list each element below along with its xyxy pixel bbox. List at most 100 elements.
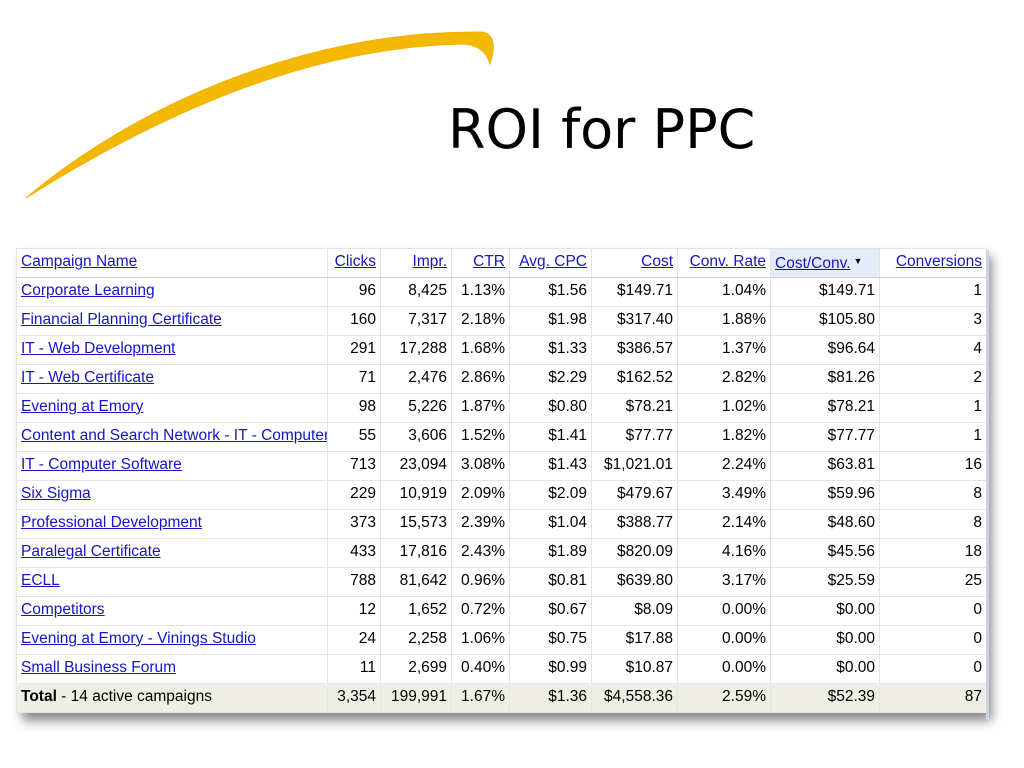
cell-cost: $162.52 [591, 364, 678, 394]
cell-impr: 2,699 [380, 654, 452, 684]
table-row: Corporate Learning 96 8,425 1.13% $1.56 $149.… [16, 277, 987, 307]
cell-conv-rate: 1.04% [677, 277, 771, 307]
cell-conv-rate: 4.16% [677, 538, 771, 568]
campaign-link[interactable]: Professional Development [21, 514, 202, 531]
sort-conversions-link[interactable]: Conversions [895, 253, 982, 270]
report-body: Corporate Learning 96 8,425 1.13% $1.56 $149.… [16, 277, 987, 684]
cell-clicks: 96 [327, 277, 381, 307]
total-impr: 199,991 [380, 683, 452, 713]
cell-avg-cpc: $1.43 [509, 451, 592, 481]
sort-clicks-link[interactable]: Clicks [334, 253, 376, 270]
cell-cost: $77.77 [591, 422, 678, 452]
header-campaign-name: Campaign Name [16, 248, 328, 278]
cell-conv-rate: 1.88% [677, 306, 771, 336]
sort-ctr-link[interactable]: CTR [473, 253, 505, 270]
table-row: Professional Development 373 15,573 2.39% $1… [16, 509, 987, 539]
cell-conv-rate: 0.00% [677, 625, 771, 655]
cell-avg-cpc: $1.56 [509, 277, 592, 307]
cell-avg-cpc: $1.98 [509, 306, 592, 336]
cell-clicks: 160 [327, 306, 381, 336]
table-row: IT - Web Certificate 71 2,476 2.86% $2.29 $16… [16, 364, 987, 394]
total-label-cell: Total - 14 active campaigns [16, 683, 328, 713]
cell-cost: $1,021.01 [591, 451, 678, 481]
cell-impr: 7,317 [380, 306, 452, 336]
cell-ctr: 1.52% [451, 422, 510, 452]
cell-avg-cpc: $0.80 [509, 393, 592, 423]
cell-impr: 3,606 [380, 422, 452, 452]
sort-campaign-name-link[interactable]: Campaign Name [21, 253, 138, 270]
cell-avg-cpc: $0.99 [509, 654, 592, 684]
cell-cost-per-conv: $63.81 [770, 451, 880, 481]
cell-cost-per-conv: $149.71 [770, 277, 880, 307]
cell-cost-per-conv: $48.60 [770, 509, 880, 539]
campaign-link[interactable]: IT - Computer Software [21, 456, 182, 473]
cell-conv-rate: 3.17% [677, 567, 771, 597]
cell-conversions: 1 [879, 422, 987, 452]
cell-conversions: 8 [879, 480, 987, 510]
sort-cost-per-conv-link[interactable]: Cost/Conv. [775, 255, 851, 272]
cell-conversions: 1 [879, 277, 987, 307]
cell-clicks: 291 [327, 335, 381, 365]
cell-conversions: 2 [879, 364, 987, 394]
table-row: Six Sigma 229 10,919 2.09% $2.09 $479.67 3.49%… [16, 480, 987, 510]
total-label: Total [21, 688, 57, 705]
campaign-link[interactable]: Evening at Emory - Vinings Studio [21, 630, 256, 647]
cell-clicks: 11 [327, 654, 381, 684]
table-row: Evening at Emory 98 5,226 1.87% $0.80 $78.21 1… [16, 393, 987, 423]
campaign-link[interactable]: Content and Search Network - IT - Comput… [21, 427, 328, 444]
cell-ctr: 1.06% [451, 625, 510, 655]
campaign-link[interactable]: IT - Web Development [21, 340, 176, 357]
campaign-name-cell: IT - Web Development [16, 335, 328, 365]
campaign-link[interactable]: Six Sigma [21, 485, 91, 502]
table-row: Competitors 12 1,652 0.72% $0.67 $8.09 0.00% $0… [16, 596, 987, 626]
cell-clicks: 24 [327, 625, 381, 655]
campaign-link[interactable]: Evening at Emory [21, 398, 144, 415]
scrollbar[interactable] [986, 250, 989, 720]
cell-cost-per-conv: $25.59 [770, 567, 880, 597]
header-impr: Impr. [380, 248, 452, 278]
campaign-link[interactable]: IT - Web Certificate [21, 369, 154, 386]
cell-cost-per-conv: $45.56 [770, 538, 880, 568]
sort-avg-cpc-link[interactable]: Avg. CPC [519, 253, 587, 270]
sort-descending-icon: ▼ [853, 256, 863, 266]
total-ctr: 1.67% [451, 683, 510, 713]
cell-cost-per-conv: $0.00 [770, 625, 880, 655]
cell-avg-cpc: $2.29 [509, 364, 592, 394]
sort-cost-link[interactable]: Cost [641, 253, 673, 270]
cell-ctr: 1.68% [451, 335, 510, 365]
cell-conversions: 8 [879, 509, 987, 539]
table-row: IT - Computer Software 713 23,094 3.08% $1.4… [16, 451, 987, 481]
cell-impr: 1,652 [380, 596, 452, 626]
campaign-link[interactable]: ECLL [21, 572, 60, 589]
cell-ctr: 0.40% [451, 654, 510, 684]
cell-impr: 17,288 [380, 335, 452, 365]
campaign-name-cell: Financial Planning Certificate [16, 306, 328, 336]
cell-impr: 15,573 [380, 509, 452, 539]
campaign-name-cell: Professional Development [16, 509, 328, 539]
sort-impr-link[interactable]: Impr. [412, 253, 447, 270]
cell-ctr: 2.09% [451, 480, 510, 510]
cell-cost-per-conv: $59.96 [770, 480, 880, 510]
cell-clicks: 98 [327, 393, 381, 423]
cell-impr: 81,642 [380, 567, 452, 597]
cell-conv-rate: 2.14% [677, 509, 771, 539]
campaign-name-cell: Small Business Forum [16, 654, 328, 684]
cell-conv-rate: 3.49% [677, 480, 771, 510]
cell-cost-per-conv: $96.64 [770, 335, 880, 365]
cell-avg-cpc: $0.81 [509, 567, 592, 597]
cell-cost: $317.40 [591, 306, 678, 336]
header-conv-rate: Conv. Rate [677, 248, 771, 278]
cell-avg-cpc: $2.09 [509, 480, 592, 510]
cell-cost: $820.09 [591, 538, 678, 568]
sort-conv-rate-link[interactable]: Conv. Rate [689, 253, 766, 270]
total-cost: $4,558.36 [591, 683, 678, 713]
campaign-link[interactable]: Paralegal Certificate [21, 543, 161, 560]
cell-ctr: 2.18% [451, 306, 510, 336]
campaign-link[interactable]: Competitors [21, 601, 105, 618]
campaign-link[interactable]: Small Business Forum [21, 659, 177, 676]
campaign-link[interactable]: Financial Planning Certificate [21, 311, 222, 328]
total-cost-per-conv: $52.39 [770, 683, 880, 713]
campaign-link[interactable]: Corporate Learning [21, 282, 155, 299]
cell-impr: 17,816 [380, 538, 452, 568]
